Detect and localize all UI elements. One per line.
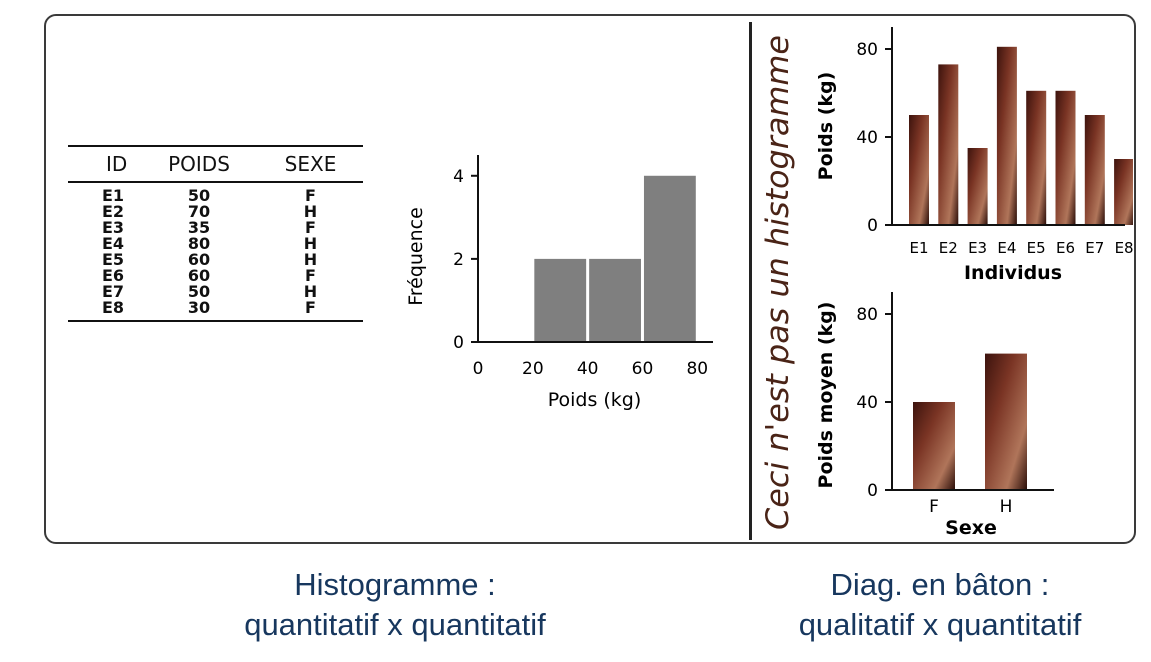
cell-id: E8 — [102, 298, 125, 317]
y-axis-label: Poids moyen (kg) — [815, 302, 837, 489]
y-tick-label: 40 — [856, 393, 878, 413]
y-tick-label: 0 — [453, 333, 464, 353]
table-row: E8 30 F — [68, 300, 363, 316]
bar-chart-sexe: F H 0 40 80 Sexe Poids moyen (kg) — [815, 292, 1054, 539]
cell-id: E6 — [102, 266, 125, 285]
caption-histogram: Histogramme : quantitatif x quantitatif — [175, 565, 615, 645]
table-row: E7 50 H — [68, 284, 363, 300]
y-axis-label: Fréquence — [405, 207, 427, 306]
x-tick-label: E2 — [939, 239, 958, 257]
histogram-bar — [534, 258, 587, 342]
cell-sexe: H — [303, 234, 318, 253]
cell-poids: 70 — [187, 202, 211, 221]
bar — [913, 402, 955, 490]
cell-poids: 50 — [187, 282, 211, 301]
bar-chart-individus: E1 E2 E3 E4 E5 E6 E7 E8 0 40 80 Individus Poids (kg) — [815, 27, 1133, 284]
y-tick-label: 80 — [856, 305, 878, 325]
caption-histogram-line2: quantitatif x quantitatif — [244, 607, 546, 642]
table-row: E3 35 F — [68, 220, 363, 236]
cell-poids: 60 — [187, 250, 211, 269]
cell-sexe: H — [303, 250, 318, 269]
x-tick-label: E3 — [968, 239, 987, 257]
header-sexe: SEXE — [284, 152, 337, 176]
caption-histogram-line1: Histogramme : — [294, 567, 496, 602]
table-row: E1 50 F — [68, 188, 363, 204]
header-id: ID — [106, 152, 128, 176]
y-tick-label: 0 — [867, 481, 878, 501]
x-tick-label: E7 — [1085, 239, 1104, 257]
x-axis-label: Poids (kg) — [548, 389, 642, 411]
bar — [909, 115, 929, 225]
table-row: E5 60 H — [68, 252, 363, 268]
x-tick-label: 40 — [577, 359, 599, 379]
x-tick-label: 80 — [686, 359, 708, 379]
x-tick-label: 60 — [632, 359, 654, 379]
cell-poids: 60 — [187, 266, 211, 285]
y-tick-label: 40 — [856, 128, 878, 148]
bar — [985, 353, 1027, 490]
side-caption: Ceci n'est pas un histogramme — [760, 35, 796, 530]
y-tick-label: 0 — [867, 216, 878, 236]
y-tick-label: 2 — [453, 250, 464, 270]
cell-id: E1 — [102, 186, 125, 205]
bar — [1114, 159, 1133, 225]
cell-sexe: F — [305, 186, 316, 205]
y-tick-label: 4 — [453, 167, 464, 187]
table-row: E2 70 H — [68, 204, 363, 220]
table-row: E6 60 F — [68, 268, 363, 284]
x-tick-label: 20 — [522, 359, 544, 379]
table-header-rule — [68, 181, 363, 183]
x-tick-label: E8 — [1115, 239, 1133, 257]
cell-id: E2 — [102, 202, 125, 221]
y-axis-label: Poids (kg) — [815, 72, 837, 181]
cell-id: E3 — [102, 218, 125, 237]
bar — [938, 64, 959, 226]
cell-poids: 30 — [187, 298, 211, 317]
vertical-divider — [749, 22, 752, 540]
cell-sexe: F — [305, 298, 316, 317]
cell-sexe: H — [303, 282, 318, 301]
header-poids: POIDS — [168, 152, 230, 176]
table-top-rule — [68, 145, 363, 147]
x-tick-label: F — [929, 497, 939, 517]
y-tick-label: 80 — [856, 40, 878, 60]
cell-sexe: H — [303, 202, 318, 221]
x-tick-label: E6 — [1056, 239, 1075, 257]
bar — [1026, 90, 1047, 225]
table-row: E4 80 H — [68, 236, 363, 252]
cell-sexe: F — [305, 266, 316, 285]
cell-id: E7 — [102, 282, 125, 301]
x-tick-label: 0 — [473, 359, 484, 379]
table-header: ID POIDS SEXE — [68, 147, 363, 181]
table-body: E1 50 F E2 70 H E3 35 F E4 80 H E5 60 H E6 60 F E7 50 H E8 30 F — [68, 183, 363, 320]
x-axis-label: Individus — [964, 262, 1062, 284]
caption-bar-line2: qualitatif x quantitatif — [798, 607, 1082, 642]
x-tick-label: E4 — [997, 239, 1016, 257]
data-table: ID POIDS SEXE E1 50 F E2 70 H E3 35 F E4 80 H E5 60 H E… — [68, 145, 363, 322]
bar — [1055, 90, 1076, 225]
bar — [996, 46, 1017, 225]
table-bottom-rule — [68, 320, 363, 322]
cell-id: E4 — [102, 234, 125, 253]
x-tick-label: E1 — [909, 239, 928, 257]
histogram-bar — [643, 175, 696, 342]
caption-bar-line1: Diag. en bâton : — [830, 567, 1050, 602]
cell-sexe: F — [305, 218, 316, 237]
side-caption-text: Ceci n'est pas un histogramme — [760, 35, 796, 530]
cell-poids: 50 — [187, 186, 211, 205]
cell-id: E5 — [102, 250, 125, 269]
histogram-bar — [589, 258, 641, 342]
x-tick-label: E5 — [1027, 239, 1046, 257]
x-tick-label: H — [1000, 497, 1013, 517]
bar — [967, 148, 988, 225]
cell-poids: 80 — [187, 234, 211, 253]
cell-poids: 35 — [187, 218, 211, 237]
bar — [1084, 115, 1105, 225]
caption-bar: Diag. en bâton : qualitatif x quantitati… — [735, 565, 1145, 645]
x-axis-label: Sexe — [945, 517, 997, 539]
